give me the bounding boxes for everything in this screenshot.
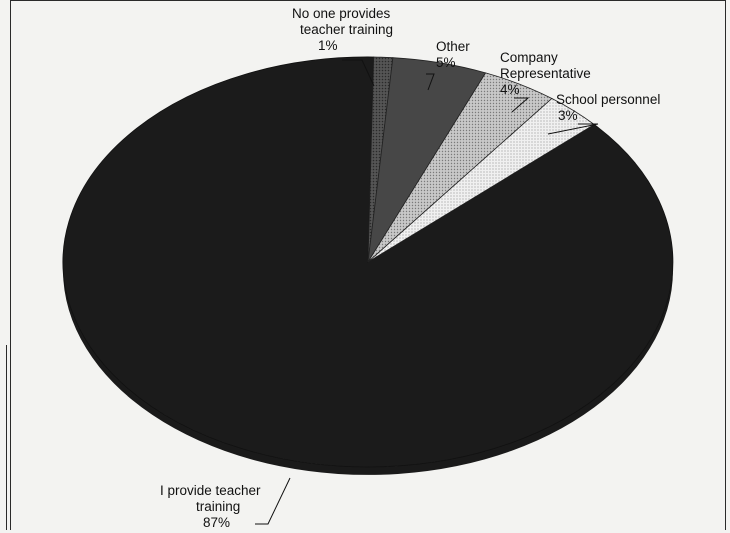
label-other: Other [436,39,470,54]
label-company-line2: Representative [500,66,591,81]
leader-school [547,123,599,135]
label-i-provide-line2: training [196,499,240,514]
slice-labels: No one provides teacher training 1% Othe… [160,6,660,530]
leader-i-provide [255,477,291,525]
label-i-provide-line1: I provide teacher [160,483,261,498]
leader-company [511,97,530,113]
label-no-one-line1: No one provides [292,6,391,21]
frame-edge [0,345,7,530]
label-no-one-pct: 1% [318,38,338,53]
leader-other [426,73,435,91]
label-no-one-line2: teacher training [300,22,393,37]
label-school: School personnel [556,92,660,107]
label-school-pct: 3% [558,108,578,123]
label-company-line1: Company [500,50,558,65]
label-i-provide-pct: 87% [203,515,230,530]
label-company-pct: 4% [500,82,520,97]
leader-no-one [342,59,375,87]
chart-frame [10,0,726,530]
label-other-pct: 5% [436,55,456,70]
